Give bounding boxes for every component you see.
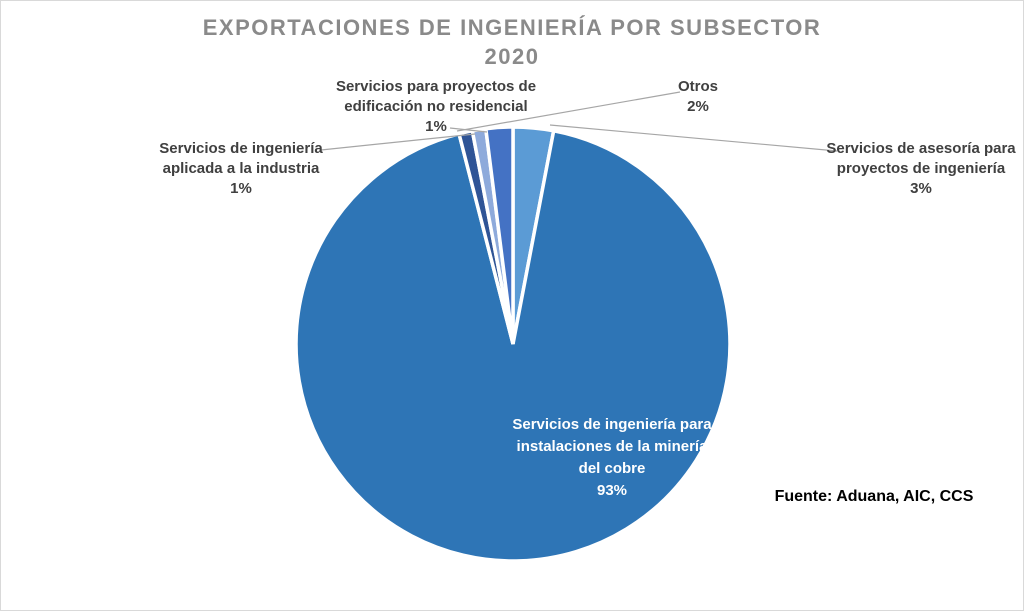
chart-title-line2: 2020 — [484, 44, 540, 69]
pie-slice-otros — [483, 125, 515, 345]
chart-title-line1: EXPORTACIONES DE INGENIERÍA POR SUBSECTO… — [202, 15, 822, 40]
label-industria-line1: Servicios de ingeniería — [159, 140, 323, 157]
source-note: Fuente: Aduana, AIC, CCS — [774, 488, 974, 505]
leader-lines — [320, 91, 838, 152]
label-cobre-line2: instalaciones de la minería — [516, 438, 708, 455]
label-edificacion-pct: 1% — [425, 118, 447, 135]
pie-slice-servicios-de-ingenieria-para-instalacion — [294, 128, 732, 563]
leader-line-asesoria — [549, 124, 838, 152]
leader-line-edificacion — [449, 127, 488, 133]
label-edificacion-line2: edificación no residencial — [344, 98, 528, 115]
label-industria-pct: 1% — [230, 180, 252, 197]
label-asesoria-line2: proyectos de ingeniería — [836, 160, 1006, 177]
label-edificacion-line1: Servicios para proyectos de — [335, 78, 537, 95]
label-cobre-line1: Servicios de ingeniería para — [512, 416, 712, 433]
label-asesoria-pct: 3% — [910, 180, 932, 197]
label-cobre: Servicios de ingeniería para instalacion… — [487, 414, 737, 502]
label-asesoria: Servicios de asesoría para proyectos de … — [791, 139, 1024, 199]
label-industria: Servicios de ingeniería aplicada a la in… — [111, 139, 371, 199]
label-otros-line1: Otros — [677, 78, 718, 95]
label-cobre-line3: del cobre — [578, 460, 646, 477]
leader-line-otros — [456, 91, 681, 132]
label-industria-line2: aplicada a la industria — [162, 160, 320, 177]
pie-slices-group — [294, 125, 732, 563]
label-otros-pct: 2% — [687, 98, 709, 115]
leader-line-industria — [320, 133, 476, 151]
label-edificacion: Servicios para proyectos de edificación … — [281, 77, 591, 137]
chart-title: EXPORTACIONES DE INGENIERÍA POR SUBSECTO… — [1, 13, 1023, 71]
label-cobre-pct: 93% — [596, 482, 628, 499]
label-asesoria-line1: Servicios de asesoría para — [826, 140, 1016, 157]
label-otros: Otros 2% — [633, 77, 763, 117]
